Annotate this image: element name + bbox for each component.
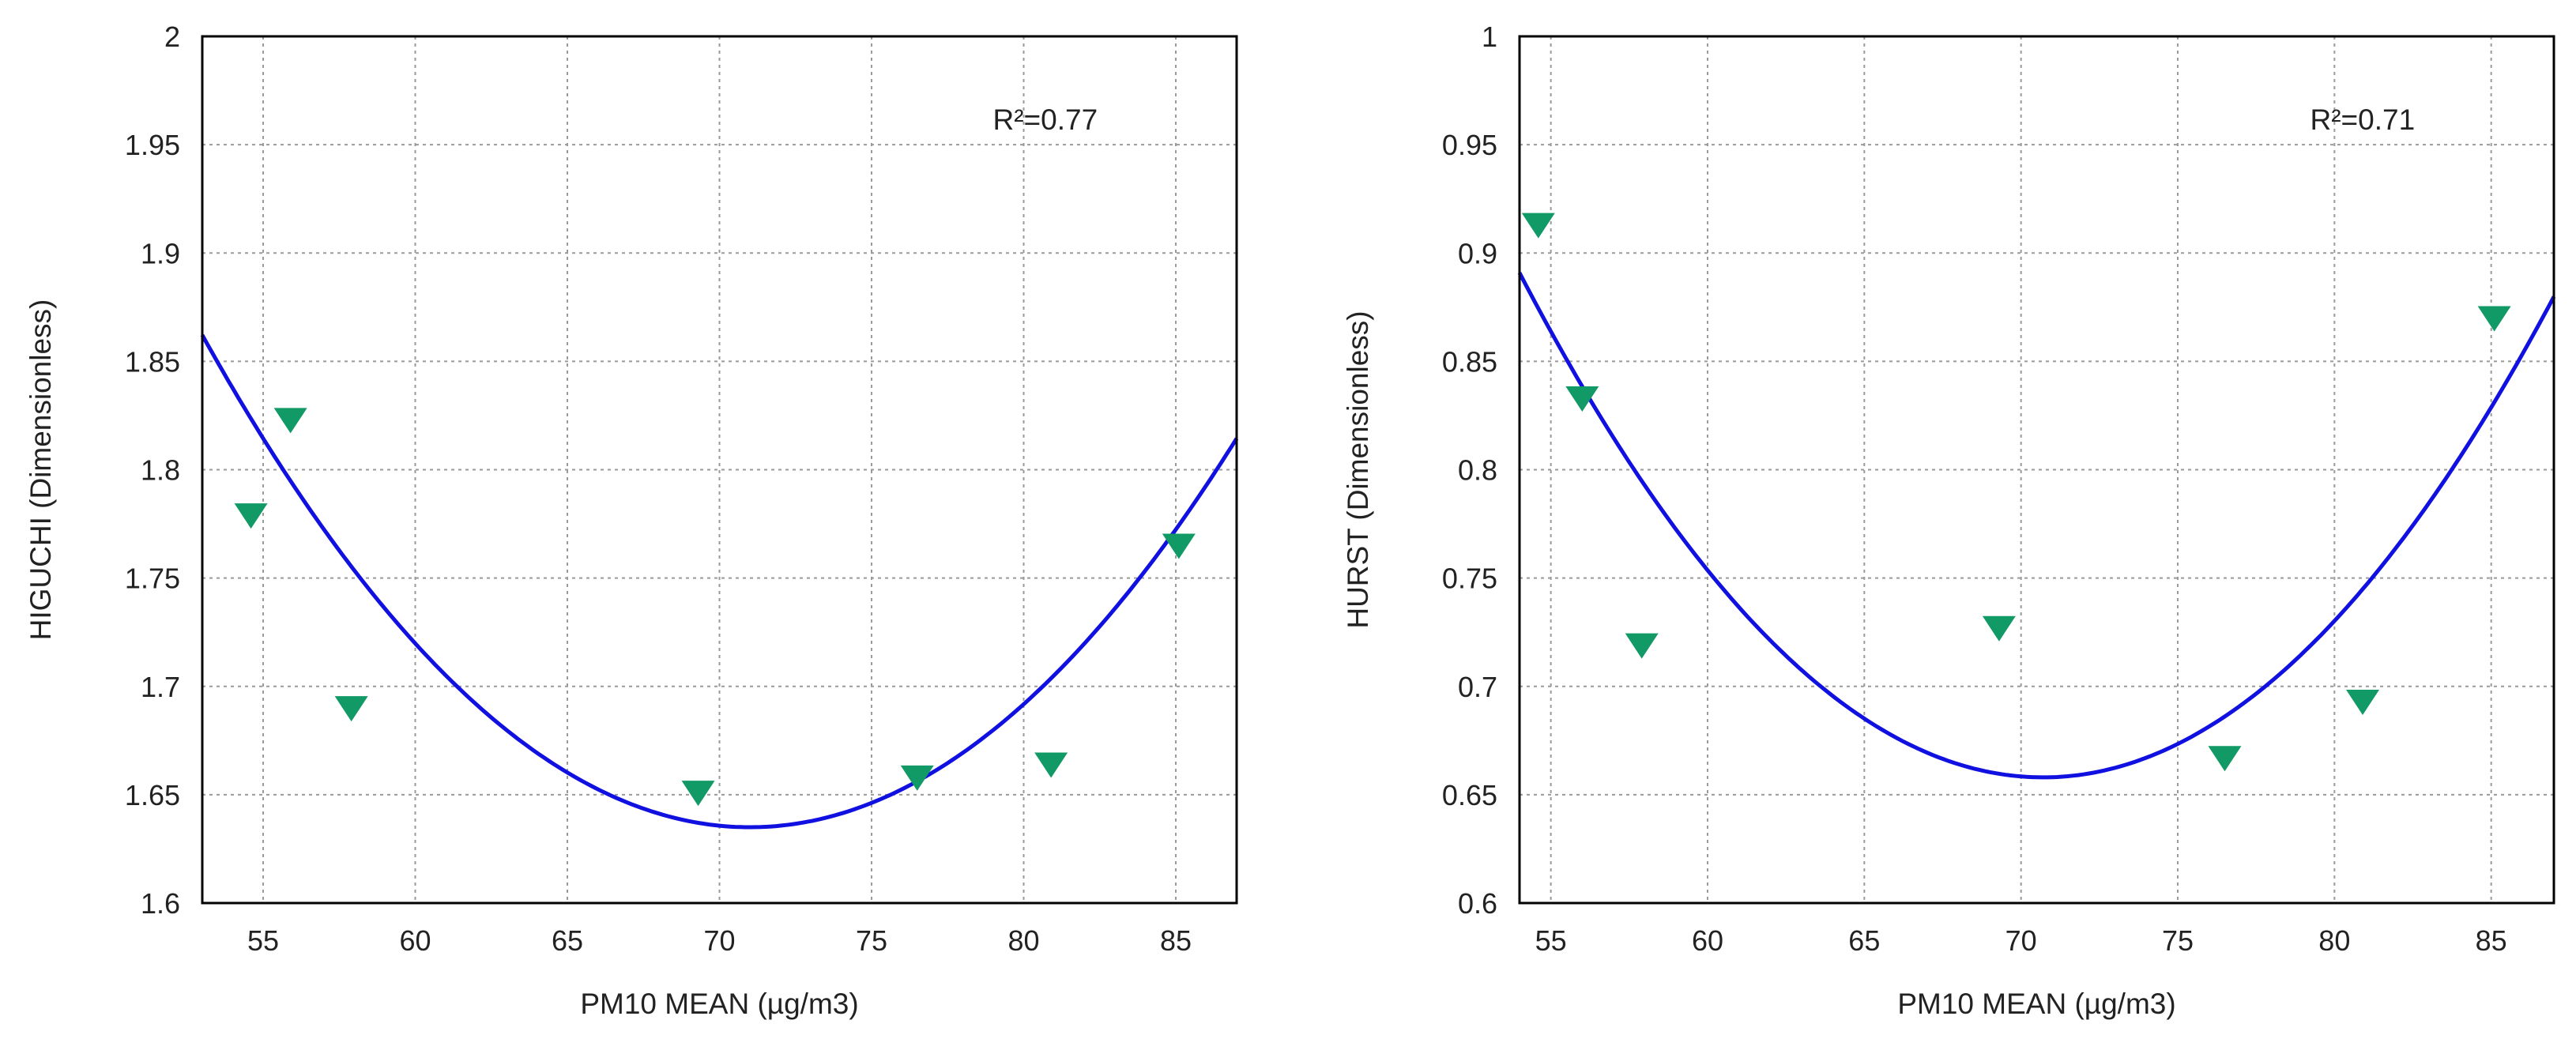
fit-curve <box>200 333 1239 830</box>
grid-lines <box>1520 36 2554 904</box>
x-tick-label: 65 <box>552 924 583 957</box>
data-point-4 <box>681 781 715 807</box>
y-tick-label: 1.65 <box>125 779 180 811</box>
data-point-6 <box>2346 689 2380 715</box>
data-point-7 <box>2477 306 2511 332</box>
y-tick-label: 1.85 <box>125 345 180 378</box>
plot-frame <box>201 35 1238 905</box>
grid-lines <box>202 36 1237 904</box>
data-point-5 <box>900 765 934 791</box>
x-tick-label: 70 <box>703 924 735 957</box>
x-axis-label: PM10 MEAN (µg/m3) <box>580 988 858 1020</box>
data-point-3 <box>1625 633 1659 659</box>
y-tick-labels: 1.6 1.65 1.7 1.75 1.8 1.85 1.9 1.95 2 <box>125 21 180 920</box>
y-tick-label: 1.95 <box>125 129 180 161</box>
x-tick-label: 65 <box>1848 924 1880 957</box>
data-point-2 <box>1565 386 1599 412</box>
y-tick-labels: 0.6 0.65 0.7 0.75 0.8 0.85 0.9 0.95 1 <box>1442 21 1497 920</box>
x-tick-label: 85 <box>2476 924 2507 957</box>
y-tick-label: 0.95 <box>1442 129 1497 161</box>
x-tick-labels: 55 60 65 70 75 80 85 <box>1535 924 2507 957</box>
y-tick-label: 0.8 <box>1458 454 1497 487</box>
x-tick-label: 75 <box>2162 924 2194 957</box>
y-tick-label: 0.6 <box>1458 887 1497 920</box>
y-tick-label: 0.75 <box>1442 563 1497 595</box>
x-axis-label: PM10 MEAN (µg/m3) <box>1897 988 2175 1020</box>
hurst-chart: 55 60 65 70 75 80 85 0.60.650.70.750.80.850.90… <box>1342 21 2556 1020</box>
x-tick-label: 70 <box>2005 924 2037 957</box>
x-tick-labels: 55 60 65 70 75 80 85 <box>247 924 1192 957</box>
data-point-2 <box>273 408 307 434</box>
y-axis-label: HIGUCHI (Dimensionless) <box>24 299 57 641</box>
y-tick-label: 0.7 <box>1458 671 1497 703</box>
data-points <box>1521 213 2511 772</box>
x-tick-label: 80 <box>2318 924 2350 957</box>
y-tick-label: 1.7 <box>141 671 180 703</box>
r-squared-annotation: R²=0.71 <box>2310 103 2415 136</box>
data-point-6 <box>1034 752 1068 778</box>
y-tick-label: 1.6 <box>141 887 180 920</box>
y-tick-label: 1.9 <box>141 237 180 269</box>
plot-frame <box>1518 35 2555 905</box>
x-tick-label: 60 <box>399 924 431 957</box>
data-point-4 <box>1982 615 2016 642</box>
x-tick-label: 55 <box>247 924 279 957</box>
data-point-7 <box>1162 533 1196 559</box>
data-point-5 <box>2208 746 2242 772</box>
y-tick-label: 2 <box>164 21 180 53</box>
x-tick-label: 60 <box>1692 924 1723 957</box>
data-point-1 <box>1521 213 1555 239</box>
y-tick-label: 0.9 <box>1458 237 1497 269</box>
fit-curve <box>1517 272 2556 780</box>
x-tick-label: 85 <box>1160 924 1192 957</box>
data-point-3 <box>334 696 368 722</box>
r-squared-annotation: R²=0.77 <box>992 103 1098 136</box>
y-tick-label: 0.65 <box>1442 779 1497 811</box>
y-tick-label: 1.8 <box>141 454 180 487</box>
higuchi-chart: 55 60 65 70 75 80 85 1.61.651.71.751.81.851.91… <box>24 21 1239 1020</box>
x-tick-label: 55 <box>1535 924 1567 957</box>
x-tick-label: 80 <box>1007 924 1039 957</box>
y-tick-label: 0.85 <box>1442 345 1497 378</box>
y-tick-label: 1.75 <box>125 563 180 595</box>
x-tick-label: 75 <box>856 924 887 957</box>
y-axis-label: HURST (Dimensionless) <box>1342 310 1374 628</box>
y-tick-label: 1 <box>1482 21 1497 53</box>
data-points <box>234 408 1196 807</box>
data-point-1 <box>234 503 268 529</box>
